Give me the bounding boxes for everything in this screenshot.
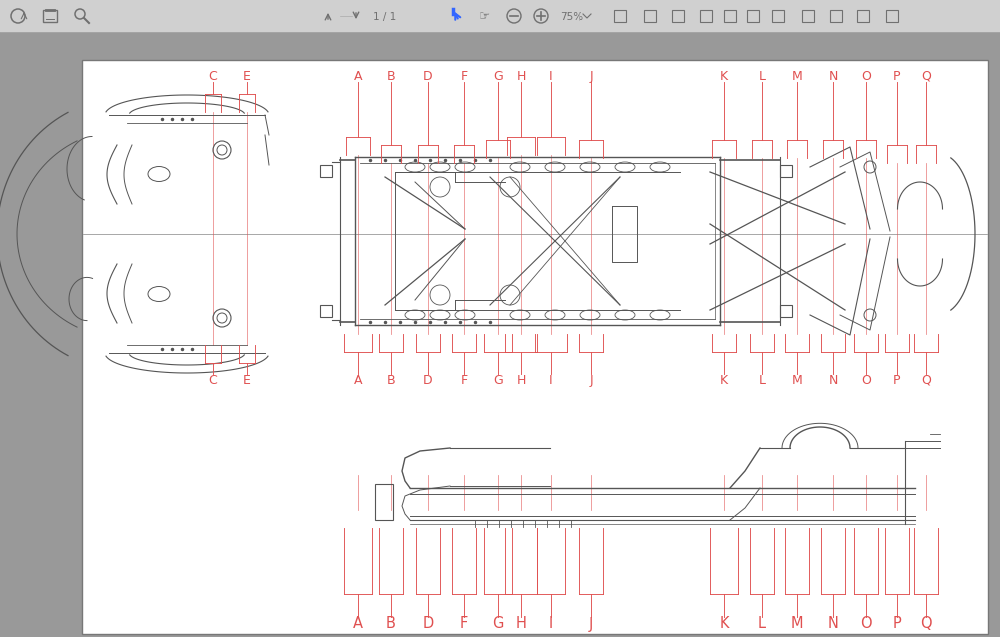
Bar bbox=[700, 10, 712, 22]
Text: B: B bbox=[387, 373, 395, 387]
Bar bbox=[672, 10, 684, 22]
Text: H: H bbox=[516, 617, 526, 631]
Text: O: O bbox=[861, 69, 871, 83]
Bar bbox=[320, 165, 332, 177]
Text: A: A bbox=[353, 617, 363, 631]
Bar bbox=[644, 10, 656, 22]
Bar bbox=[375, 484, 393, 520]
Bar bbox=[830, 10, 842, 22]
Text: L: L bbox=[759, 69, 766, 83]
Text: 75%: 75% bbox=[560, 12, 584, 22]
Text: P: P bbox=[893, 373, 901, 387]
Text: O: O bbox=[861, 373, 871, 387]
Text: M: M bbox=[792, 373, 802, 387]
Text: J: J bbox=[589, 69, 593, 83]
Text: F: F bbox=[460, 69, 468, 83]
Text: Q: Q bbox=[920, 617, 932, 631]
Text: N: N bbox=[828, 373, 838, 387]
Text: K: K bbox=[720, 69, 728, 83]
Text: A: A bbox=[354, 373, 362, 387]
Text: G: G bbox=[493, 69, 503, 83]
Text: I: I bbox=[549, 373, 553, 387]
Text: P: P bbox=[893, 69, 901, 83]
Bar bbox=[772, 10, 784, 22]
Text: I: I bbox=[549, 69, 553, 83]
Text: D: D bbox=[423, 373, 433, 387]
Bar bbox=[320, 305, 332, 317]
Text: C: C bbox=[209, 69, 217, 83]
Text: B: B bbox=[386, 617, 396, 631]
Text: G: G bbox=[493, 373, 503, 387]
Text: Q: Q bbox=[921, 69, 931, 83]
Text: A: A bbox=[354, 69, 362, 83]
Bar bbox=[780, 165, 792, 177]
Text: E: E bbox=[243, 69, 251, 83]
Text: F: F bbox=[460, 373, 468, 387]
Text: H: H bbox=[516, 373, 526, 387]
Text: G: G bbox=[492, 617, 504, 631]
Text: B: B bbox=[387, 69, 395, 83]
Text: D: D bbox=[422, 617, 434, 631]
Text: M: M bbox=[791, 617, 803, 631]
Bar bbox=[886, 10, 898, 22]
Text: L: L bbox=[759, 373, 766, 387]
Text: ☞: ☞ bbox=[478, 10, 490, 24]
Bar bbox=[614, 10, 626, 22]
Text: E: E bbox=[243, 373, 251, 387]
Text: L: L bbox=[758, 617, 766, 631]
Bar bbox=[802, 10, 814, 22]
Bar bbox=[747, 10, 759, 22]
Bar bbox=[780, 305, 792, 317]
Text: M: M bbox=[792, 69, 802, 83]
Text: P: P bbox=[893, 617, 901, 631]
Text: N: N bbox=[828, 69, 838, 83]
Text: K: K bbox=[719, 617, 729, 631]
Text: Q: Q bbox=[921, 373, 931, 387]
Text: J: J bbox=[589, 617, 593, 631]
Text: J: J bbox=[589, 373, 593, 387]
Text: 1 / 1: 1 / 1 bbox=[373, 12, 397, 22]
Text: F: F bbox=[460, 617, 468, 631]
Bar bbox=[0, 0, 1000, 32]
Text: C: C bbox=[209, 373, 217, 387]
Text: N: N bbox=[828, 617, 838, 631]
Bar bbox=[724, 10, 736, 22]
Text: I: I bbox=[549, 617, 553, 631]
Bar bbox=[857, 10, 869, 22]
Text: H: H bbox=[516, 69, 526, 83]
Text: O: O bbox=[860, 617, 872, 631]
Text: K: K bbox=[720, 373, 728, 387]
Text: D: D bbox=[423, 69, 433, 83]
